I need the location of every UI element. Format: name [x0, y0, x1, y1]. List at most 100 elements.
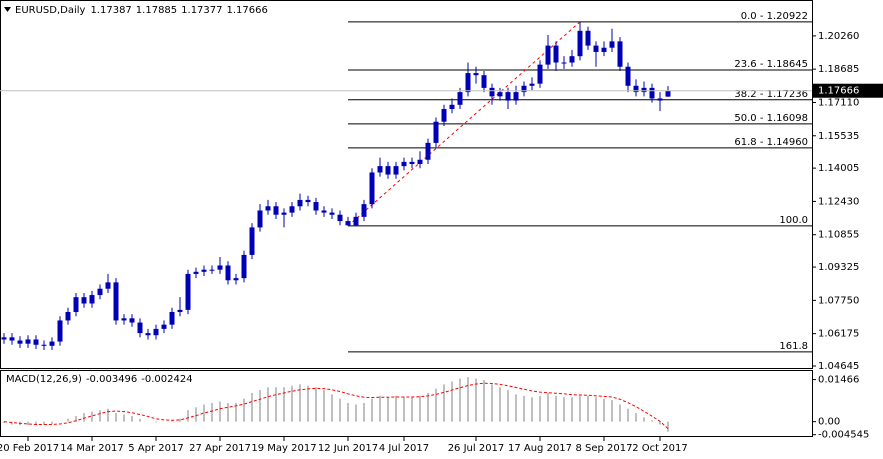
fib-label: 0.0 - 1.20922	[741, 11, 808, 22]
y-tick-label: 1.04645	[818, 361, 859, 372]
candle-body	[425, 142, 431, 160]
candle-body	[169, 311, 175, 325]
current-price-label: 1.17666	[818, 86, 859, 97]
candle-body	[201, 269, 207, 272]
candle-body	[41, 344, 47, 346]
x-tick-label: 4 Jul 2017	[379, 443, 429, 454]
candle-body	[177, 309, 183, 312]
y-tick-label: 1.12430	[818, 196, 859, 207]
y-tick-label: 1.07750	[818, 295, 859, 306]
open-value: 1.17387	[90, 5, 131, 16]
candle-body	[417, 159, 423, 164]
low-value: 1.17377	[181, 5, 222, 16]
candle-body	[129, 318, 135, 323]
fib-label: 161.8	[779, 341, 808, 352]
candle-body	[81, 297, 87, 304]
x-tick-label: 2 Oct 2017	[632, 443, 687, 454]
x-tick-label: 8 Sep 2017	[575, 443, 632, 454]
candle-body	[377, 166, 383, 173]
candle-body	[297, 199, 303, 207]
candle-body	[97, 288, 103, 296]
candle-body	[353, 216, 359, 226]
x-tick-label: 27 Apr 2017	[189, 443, 251, 454]
current-price-box	[813, 83, 883, 98]
candle-body	[113, 282, 119, 321]
candle-body	[249, 227, 255, 255]
high-value: 1.17885	[136, 5, 177, 16]
candle-body	[217, 265, 223, 270]
candle-body	[617, 41, 623, 67]
y-tick-label: 1.18685	[818, 64, 859, 75]
candle-body	[273, 206, 279, 215]
candle-body	[1, 337, 7, 340]
candle-body	[289, 206, 295, 213]
y-tick-label: 1.17110	[818, 97, 859, 108]
y-tick-label: 1.14005	[818, 163, 859, 174]
candle-body	[457, 92, 463, 105]
candle-body	[505, 92, 511, 101]
candle-body	[73, 297, 79, 312]
x-tick-label: 5 Apr 2017	[128, 443, 183, 454]
fib-label: 23.6 - 1.18645	[734, 59, 808, 70]
candle-body	[497, 92, 503, 97]
symbol: EURUSD,Daily	[15, 5, 86, 16]
candle-body	[633, 85, 639, 93]
candle-body	[121, 318, 127, 321]
candle-body	[361, 204, 367, 217]
x-tick-label: 19 May 2017	[251, 443, 316, 454]
menu-icon	[4, 7, 11, 12]
fib-label: 100.0	[779, 215, 808, 226]
candle-body	[537, 64, 543, 84]
y-tick-label: 1.15535	[818, 131, 859, 142]
candle-body	[385, 166, 391, 175]
candle-body	[209, 269, 215, 271]
candle-body	[481, 75, 487, 88]
candle-body	[665, 90, 671, 97]
candle-body	[489, 87, 495, 97]
macd-panel	[0, 370, 813, 437]
candle-body	[281, 212, 287, 215]
macd-name: MACD(12,26,9)	[6, 374, 82, 385]
candle-body	[641, 87, 647, 93]
price-panel	[0, 0, 813, 369]
candle-body	[657, 98, 663, 101]
x-tick-label: 20 Feb 2017	[0, 443, 59, 454]
candle-body	[513, 92, 519, 101]
candle-body	[449, 104, 455, 110]
x-tick-label: 12 Jun 2017	[318, 443, 378, 454]
candle-body	[625, 66, 631, 86]
candle-body	[609, 41, 615, 48]
candle-body	[529, 83, 535, 86]
x-tick-label: 26 Jul 2017	[448, 443, 505, 454]
y-tick-label: 1.09325	[818, 262, 859, 273]
signal-value: -0.002424	[141, 374, 192, 385]
candle-body	[233, 278, 239, 281]
candle-body	[521, 85, 527, 93]
candle-body	[185, 273, 191, 310]
macd-value: -0.003496	[86, 374, 137, 385]
candle-body	[265, 206, 271, 211]
candle-body	[465, 73, 471, 93]
candle-body	[321, 210, 327, 213]
candle-body	[65, 311, 71, 321]
candle-body	[585, 30, 591, 46]
candle-body	[145, 333, 151, 336]
candle-body	[161, 324, 167, 329]
candle-body	[593, 45, 599, 52]
candle-body	[89, 295, 95, 304]
x-tick-label: 17 Aug 2017	[508, 443, 572, 454]
candle-body	[441, 109, 447, 122]
fib-label: 38.2 - 1.17236	[734, 89, 808, 100]
candle-body	[49, 341, 55, 346]
candle-body	[329, 212, 335, 215]
y-tick-label: 1.10855	[818, 230, 859, 241]
candle-body	[9, 337, 15, 341]
candle-body	[257, 210, 263, 228]
candle-body	[545, 45, 551, 65]
fib-label: 50.0 - 1.16098	[734, 113, 808, 124]
candle-body	[393, 166, 399, 175]
candle-body	[553, 45, 559, 63]
chart-title: EURUSD,Daily 1.17387 1.17885 1.17377 1.17666	[15, 5, 268, 16]
candle-body	[473, 73, 479, 76]
candle-body	[153, 328, 159, 336]
